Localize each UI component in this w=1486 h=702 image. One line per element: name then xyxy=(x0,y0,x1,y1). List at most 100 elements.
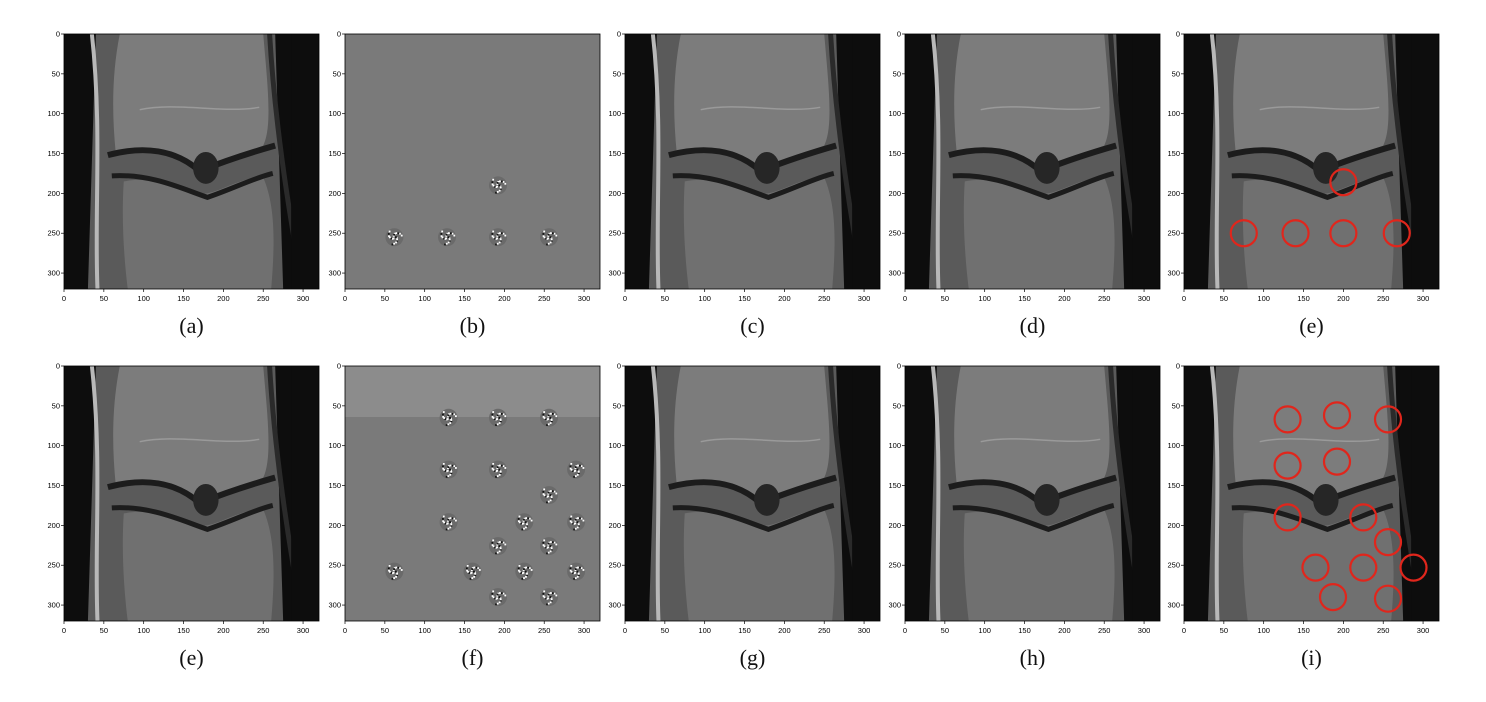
y-tick-label: 300 xyxy=(328,269,341,278)
axes-frame xyxy=(344,365,601,622)
y-tick-label: 0 xyxy=(1176,362,1180,371)
y-tick-label: 250 xyxy=(608,561,621,570)
panel-plot: 0 50 100 150 200 250 300 0 50 100 150 200 250 300 xyxy=(608,362,881,635)
x-tick-label: 150 xyxy=(738,294,751,303)
lateral-band xyxy=(930,34,941,289)
x-tick-label: 300 xyxy=(297,626,310,635)
y-tick-label: 100 xyxy=(47,109,60,118)
y-tick-label: 0 xyxy=(56,362,60,371)
artifact-spot xyxy=(489,408,507,427)
artifact-circle xyxy=(1349,553,1378,582)
y-tick-label: 250 xyxy=(328,229,341,238)
x-tick-label: 0 xyxy=(62,626,66,635)
residual-image xyxy=(345,366,600,621)
artifact-circle xyxy=(1322,447,1352,476)
y-tick-label: 150 xyxy=(1167,481,1180,490)
right-margin xyxy=(852,34,880,289)
axes-frame xyxy=(63,33,320,290)
joint-line-lower xyxy=(672,503,835,532)
panel-plot: 0 50 100 150 200 250 300 0 50 100 150 200 250 300 xyxy=(47,30,320,303)
artifact-spot xyxy=(385,228,404,247)
notch xyxy=(1313,151,1339,184)
y-tick-label: 200 xyxy=(608,521,621,530)
artifact-spot xyxy=(385,562,404,581)
y-tick-label: 150 xyxy=(1167,149,1180,158)
x-tick-label: 200 xyxy=(778,294,791,303)
x-tick-label: 200 xyxy=(1337,294,1350,303)
x-tick-label: 100 xyxy=(418,626,431,635)
joint-line-lower xyxy=(952,171,1115,200)
y-tick-label: 200 xyxy=(888,521,901,530)
x-tick-label: 50 xyxy=(1220,626,1228,635)
artifact-circle xyxy=(1349,503,1378,532)
x-tick-label: 50 xyxy=(381,626,389,635)
x-tick-label: 250 xyxy=(1098,294,1111,303)
y-tick-label: 0 xyxy=(337,362,341,371)
tibia-bone xyxy=(683,509,835,621)
y-tick-label: 0 xyxy=(617,30,621,39)
y-tick-label: 100 xyxy=(328,441,341,450)
x-tick-label: 150 xyxy=(1297,626,1310,635)
x-tick-label: 300 xyxy=(1138,294,1151,303)
panel-caption: (d) xyxy=(1019,313,1046,338)
x-tick-label: 300 xyxy=(1417,294,1430,303)
artifact-circle xyxy=(1273,405,1302,434)
artifact-spot xyxy=(567,460,586,479)
growth-line xyxy=(1259,106,1380,111)
x-tick-label: 200 xyxy=(498,626,511,635)
mri-image xyxy=(1184,34,1439,289)
mri-image xyxy=(905,34,1160,289)
axes-frame xyxy=(344,33,601,290)
joint-line-lower xyxy=(952,503,1115,532)
y-tick-label: 250 xyxy=(1167,561,1180,570)
y-tick-label: 0 xyxy=(617,362,621,371)
x-tick-label: 50 xyxy=(661,626,669,635)
growth-line xyxy=(980,438,1101,443)
y-tick-label: 300 xyxy=(47,269,60,278)
notch xyxy=(193,483,219,516)
x-tick-label: 100 xyxy=(978,294,991,303)
figure-panel: 0 50 100 150 200 250 300 0 50 100 150 200 250 300 (g) xyxy=(608,362,893,702)
artifact-spot xyxy=(489,228,507,247)
x-tick-label: 50 xyxy=(100,626,108,635)
femur-bone xyxy=(113,34,269,168)
y-tick-label: 50 xyxy=(52,69,60,78)
x-tick-label: 100 xyxy=(698,626,711,635)
panel-plot: 0 50 100 150 200 250 300 0 50 100 150 200 250 300 xyxy=(1167,30,1440,303)
right-margin xyxy=(1132,34,1160,289)
residual-band xyxy=(345,366,600,417)
x-tick-label: 200 xyxy=(217,294,230,303)
x-tick-label: 300 xyxy=(578,294,591,303)
joint-line-lower xyxy=(111,171,274,200)
notch xyxy=(754,483,780,516)
panel-plot: 0 50 100 150 200 250 300 0 50 100 150 200 250 300 xyxy=(328,362,601,635)
y-tick-label: 50 xyxy=(52,401,60,410)
x-tick-label: 50 xyxy=(941,626,949,635)
artifact-spot xyxy=(489,588,507,607)
y-tick-label: 50 xyxy=(893,401,901,410)
y-tick-label: 0 xyxy=(897,362,901,371)
joint-line-lower xyxy=(672,171,835,200)
artifact-spot xyxy=(489,176,507,195)
y-tick-label: 200 xyxy=(1167,521,1180,530)
y-tick-label: 50 xyxy=(333,69,341,78)
y-tick-label: 250 xyxy=(1167,229,1180,238)
y-tick-label: 200 xyxy=(1167,189,1180,198)
artifact-spot xyxy=(515,562,534,581)
y-tick-label: 50 xyxy=(613,69,621,78)
panel-caption: (c) xyxy=(740,313,765,338)
x-tick-label: 150 xyxy=(177,626,190,635)
artifact-circle xyxy=(1329,219,1358,248)
y-tick-label: 100 xyxy=(888,109,901,118)
right-margin xyxy=(852,366,880,621)
panel-caption: (e) xyxy=(1299,313,1324,338)
x-tick-label: 50 xyxy=(661,294,669,303)
femur-bone xyxy=(954,34,1110,168)
femur-bone xyxy=(674,34,830,168)
x-tick-label: 100 xyxy=(137,294,150,303)
x-tick-label: 0 xyxy=(1182,626,1186,635)
panel-caption: (a) xyxy=(179,313,204,338)
figure-panel: 0 50 100 150 200 250 300 0 50 100 150 200 250 300 (b) xyxy=(328,30,613,370)
mri-image xyxy=(905,366,1160,621)
y-tick-label: 200 xyxy=(328,521,341,530)
